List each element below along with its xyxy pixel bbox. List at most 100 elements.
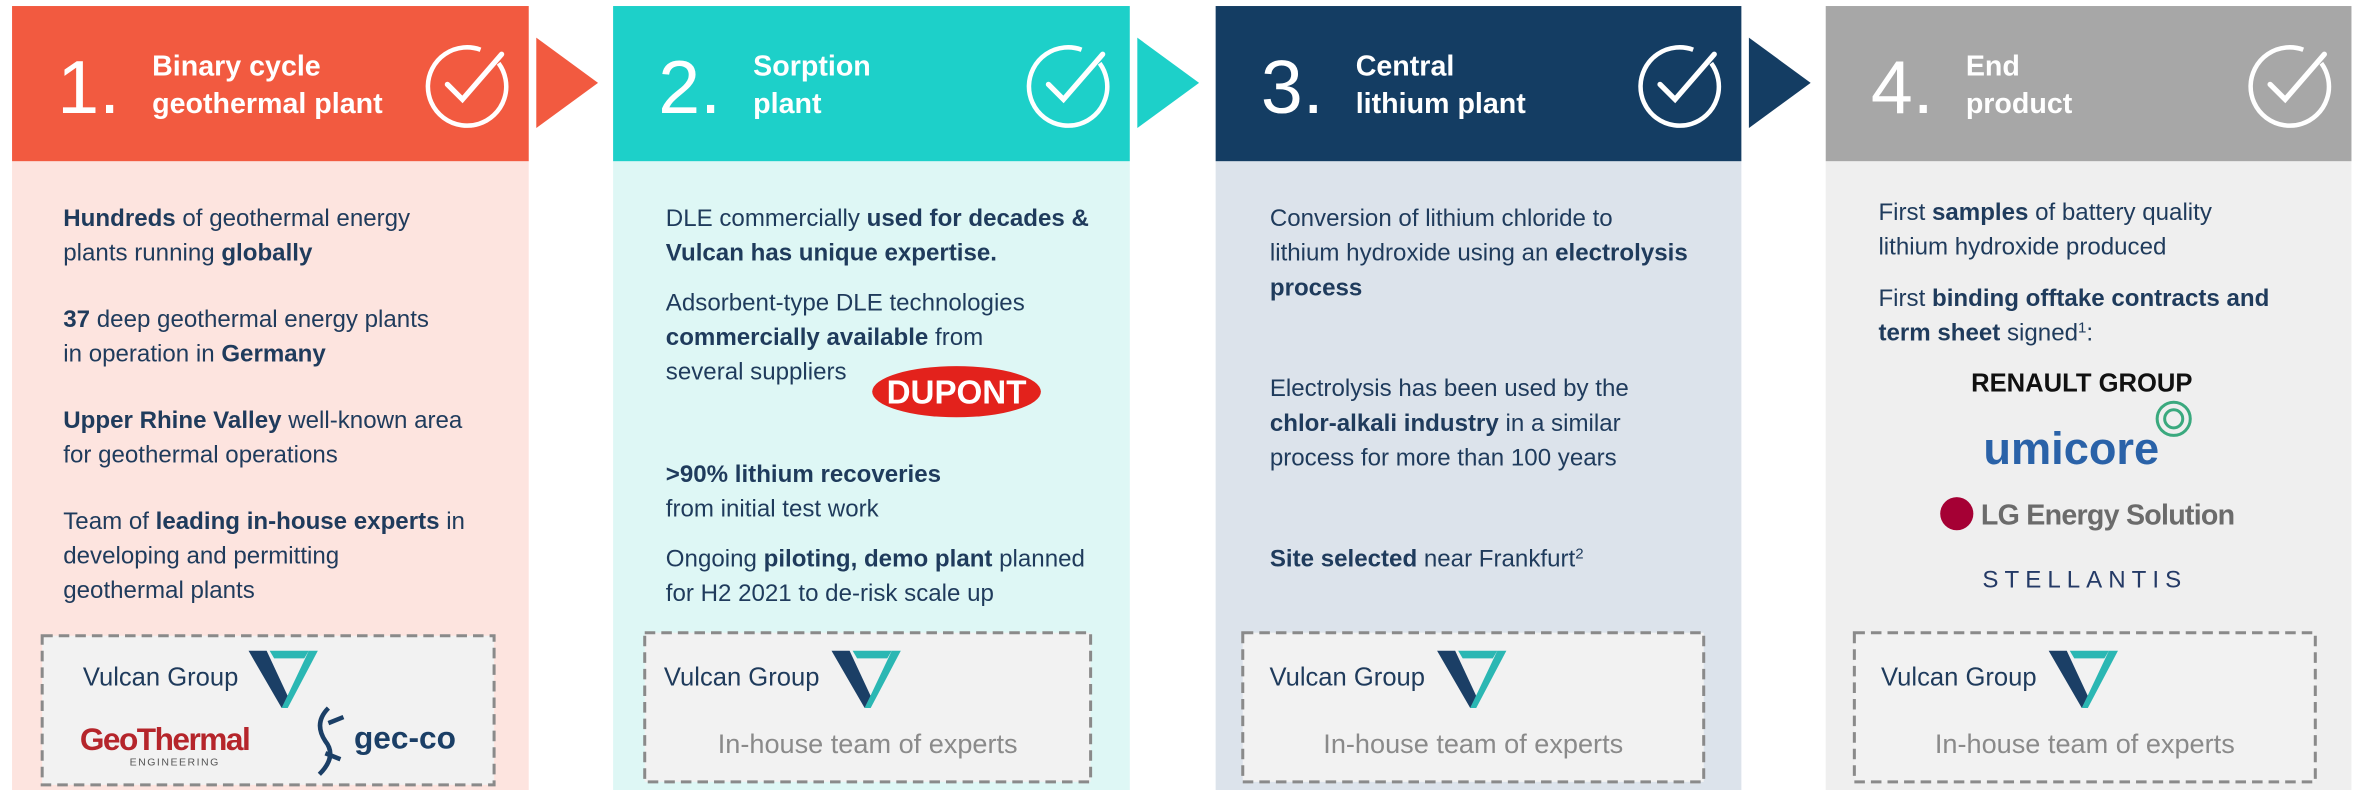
partner-logo: umicore [1983,423,2159,474]
step-title: Sorption [753,50,871,82]
header-panel [1825,6,2352,162]
arrow [1137,37,1200,129]
v-logo [852,650,892,659]
step-number: 4. [1871,45,1934,129]
step-title: End [1966,50,2020,82]
partner-logo: ENGINEERING [130,756,220,768]
lg-icon [1940,497,1974,531]
text-run: in [440,508,465,535]
v-logo [2069,650,2109,659]
bold-text: Vulcan has unique expertise. [666,240,997,267]
v-logo [864,650,901,709]
text-run: geothermal plants [63,577,255,604]
check-icon [425,45,509,128]
brand-name: Vulcan Group [664,663,820,691]
body-line: Team of leading in-house experts in [63,508,465,535]
body-line: lithium hydroxide produced [1878,234,2166,261]
check-icon [1045,51,1106,104]
text-run: signed [2000,319,2078,346]
footer-caption: In-house team of experts [718,728,1018,759]
body-line: plants running globally [63,240,313,267]
body-line: 37 deep geothermal energy plants [63,306,429,333]
v-logo [831,650,871,709]
text-run: in a similar [1499,410,1621,437]
check-icon [1638,45,1722,128]
text-run: for H2 2021 to de-risk scale up [666,580,994,607]
text-run: of geothermal energy [176,205,410,232]
step-title: plant [753,88,822,120]
lizard-icon [317,706,345,776]
v-logo [2081,650,2118,709]
text-run: process for more than 100 years [1270,445,1617,472]
text-run: First [1878,285,1932,312]
body-line: >90% lithium recoveries [666,461,941,488]
brand-name: Vulcan Group [83,663,239,691]
text-run: lithium hydroxide produced [1878,234,2166,261]
bold-text: Site selected [1270,545,1417,572]
header-panel [12,6,529,162]
text-run: from initial test work [666,496,880,523]
bold-text: commercially available [666,324,929,351]
text-run: Ongoing [666,545,764,572]
body-line: First binding offtake contracts and [1878,285,2269,312]
text-run: First [1878,199,1932,226]
umicore-icon [2163,408,2185,430]
text-run: Electrolysis has been used by the [1270,375,1629,402]
partner-logo: LG Energy Solution [1981,499,2234,531]
text-run: for geothermal operations [63,441,338,468]
text-run: from [928,324,983,351]
bold-text: Hundreds [63,205,175,232]
v-logo [1458,650,1498,659]
bold-text: piloting, demo plant [764,545,993,572]
body-line: Site selected near Frankfurt2 [1270,545,1584,573]
text-run: planned [992,545,1084,572]
bold-text: >90% lithium recoveries [666,461,941,488]
bold-text: samples [1932,199,2028,226]
body-line: Vulcan has unique expertise. [666,240,997,267]
text-run: well-known area [282,407,463,434]
bold-text: globally [221,240,313,267]
partner-logo: gec-co [354,720,456,756]
text-run: : [2086,319,2093,346]
body-line: lithium hydroxide using an electrolysis [1270,240,1688,267]
body-line: for H2 2021 to de-risk scale up [666,580,994,607]
v-logo [269,650,309,659]
body-line: Upper Rhine Valley well-known area [63,407,463,434]
body-line: Electrolysis has been used by the [1270,375,1629,402]
text-run: Team of [63,508,155,535]
umicore-icon [2155,400,2192,437]
step-title: Binary cycle [152,50,321,82]
brand-name: Vulcan Group [1269,663,1425,691]
check-icon [2248,45,2332,128]
text-run: 1 [2078,319,2086,336]
dupont-logo [872,366,1041,418]
body-line: term sheet signed1: [1878,319,2093,347]
v-logo [1470,650,1507,709]
check-icon [1026,45,1110,128]
text-run: near Frankfurt [1417,545,1575,572]
step-number: 3. [1261,45,1324,129]
bold-text: Upper Rhine Valley [63,407,282,434]
text-run: plants running [63,240,221,267]
body-line: process [1270,274,1362,301]
v-logo [248,650,288,709]
partner-logo: RENAULT GROUP [1971,370,2192,398]
arrow [1748,37,1811,129]
v-logo [1437,650,1477,709]
text-run: deep geothermal energy plants [90,306,429,333]
bold-text: binding offtake contracts and [1932,285,2269,312]
body-line: Adsorbent-type DLE technologies [666,289,1025,316]
check-icon [2267,51,2327,104]
body-line: several suppliers [666,359,847,386]
step-number: 1. [57,45,120,129]
brand-name: Vulcan Group [1881,663,2037,691]
step-title: geothermal plant [152,88,383,120]
partner-logo: GeoThermal [80,721,249,757]
text-run: of battery quality [2028,199,2211,226]
header-panel [1215,6,1742,162]
body-line: from initial test work [666,496,880,523]
bold-text: process [1270,274,1362,301]
body-line: commercially available from [666,324,983,351]
